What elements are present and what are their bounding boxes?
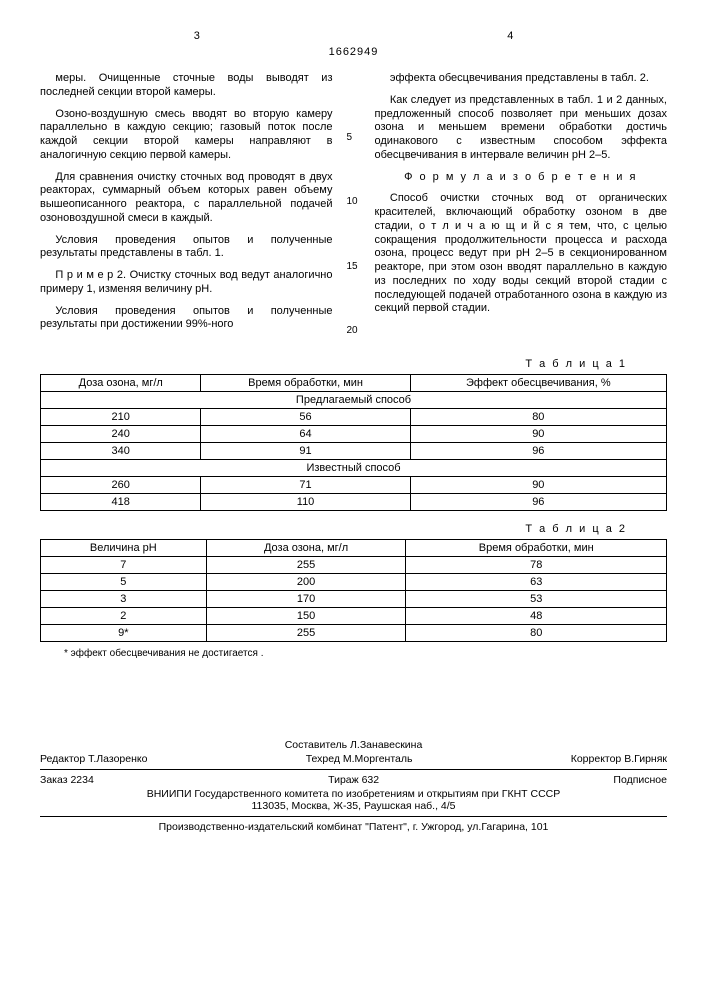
table1: Доза озона, мг/л Время обработки, мин Эф… <box>40 374 667 511</box>
imprint-corrector: Корректор В.Гирняк <box>571 753 667 765</box>
imprint-editor: Редактор Т.Лазоренко <box>40 753 147 765</box>
table-subheader: Предлагаемый способ <box>41 392 667 409</box>
line-numbers: 5 10 15 20 <box>347 72 361 340</box>
imprint-order: Заказ 2234 <box>40 774 94 786</box>
line-num: 20 <box>347 325 361 336</box>
table-header: Доза озона, мг/л <box>41 375 201 392</box>
table-header-row: Доза озона, мг/л Время обработки, мин Эф… <box>41 375 667 392</box>
paragraph: Условия проведения опытов и полученные р… <box>40 234 333 262</box>
imprint-publisher: Производственно-издательский комбинат "П… <box>40 821 667 833</box>
table-header-row: Величина pH Доза озона, мг/л Время обраб… <box>41 540 667 557</box>
divider <box>40 769 667 770</box>
imprint-print: Тираж 632 <box>328 774 379 786</box>
table-row: 2607190 <box>41 477 667 494</box>
table-subheader: Известный способ <box>41 460 667 477</box>
table2-footnote: * эффект обесцвечивания не достигается . <box>64 648 667 659</box>
paragraph: Условия проведения опытов и полученные р… <box>40 305 333 333</box>
table-row: 317053 <box>41 591 667 608</box>
table2-caption: Т а б л и ц а 2 <box>40 523 627 535</box>
left-column: меры. Очищенные сточные воды выводят из … <box>40 72 333 340</box>
table-header: Время обработки, мин <box>201 375 410 392</box>
line-num: 15 <box>347 261 361 272</box>
table2: Величина pH Доза озона, мг/л Время обраб… <box>40 539 667 642</box>
table-header: Величина pH <box>41 540 207 557</box>
table-row: 9*25580 <box>41 625 667 642</box>
table1-caption: Т а б л и ц а 1 <box>40 358 627 370</box>
divider <box>40 816 667 817</box>
paragraph: Как следует из представленных в табл. 1 … <box>375 94 668 163</box>
table-header: Доза озона, мг/л <box>206 540 406 557</box>
two-column-text: меры. Очищенные сточные воды выводят из … <box>40 72 667 340</box>
imprint-addr: 113035, Москва, Ж-35, Раушская наб., 4/5 <box>40 800 667 812</box>
imprint-compiler: Составитель Л.Занавескина <box>40 739 667 751</box>
page-num-right: 4 <box>507 30 513 42</box>
imprint-sub: Подписное <box>613 774 667 786</box>
paragraph: Для сравнения очистку сточных вод провод… <box>40 171 333 226</box>
imprint-tech: Техред М.Моргенталь <box>306 753 413 765</box>
paragraph: Озоно-воздушную смесь вводят во вторую к… <box>40 108 333 163</box>
table-row: 41811096 <box>41 494 667 511</box>
table-row: 520063 <box>41 574 667 591</box>
table-row: 2406490 <box>41 426 667 443</box>
table-header: Время обработки, мин <box>406 540 667 557</box>
paragraph: Способ очистки сточных вод от органическ… <box>375 192 668 316</box>
paragraph: эффекта обесцвечивания представлены в та… <box>375 72 668 86</box>
line-num: 10 <box>347 196 361 207</box>
paragraph: меры. Очищенные сточные воды выводят из … <box>40 72 333 100</box>
table-row: 2105680 <box>41 409 667 426</box>
line-num: 5 <box>347 132 361 143</box>
table-row: 3409196 <box>41 443 667 460</box>
table-row: 725578 <box>41 557 667 574</box>
imprint-block: Составитель Л.Занавескина Редактор Т.Лаз… <box>40 739 667 833</box>
table-header: Эффект обесцвечивания, % <box>410 375 666 392</box>
page-num-left: 3 <box>194 30 200 42</box>
table-row: 215048 <box>41 608 667 625</box>
paragraph: П р и м е р 2. Очистку сточных вод ведут… <box>40 269 333 297</box>
formula-heading: Ф о р м у л а и з о б р е т е н и я <box>375 171 668 185</box>
imprint-org: ВНИИПИ Государственного комитета по изоб… <box>40 788 667 800</box>
right-column: эффекта обесцвечивания представлены в та… <box>375 72 668 340</box>
document-number: 1662949 <box>40 46 667 58</box>
